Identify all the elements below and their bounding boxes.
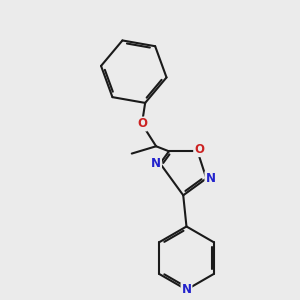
Text: O: O xyxy=(137,118,147,130)
Text: N: N xyxy=(151,157,161,170)
Text: N: N xyxy=(182,283,191,296)
Text: O: O xyxy=(194,143,204,156)
Text: N: N xyxy=(206,172,215,185)
